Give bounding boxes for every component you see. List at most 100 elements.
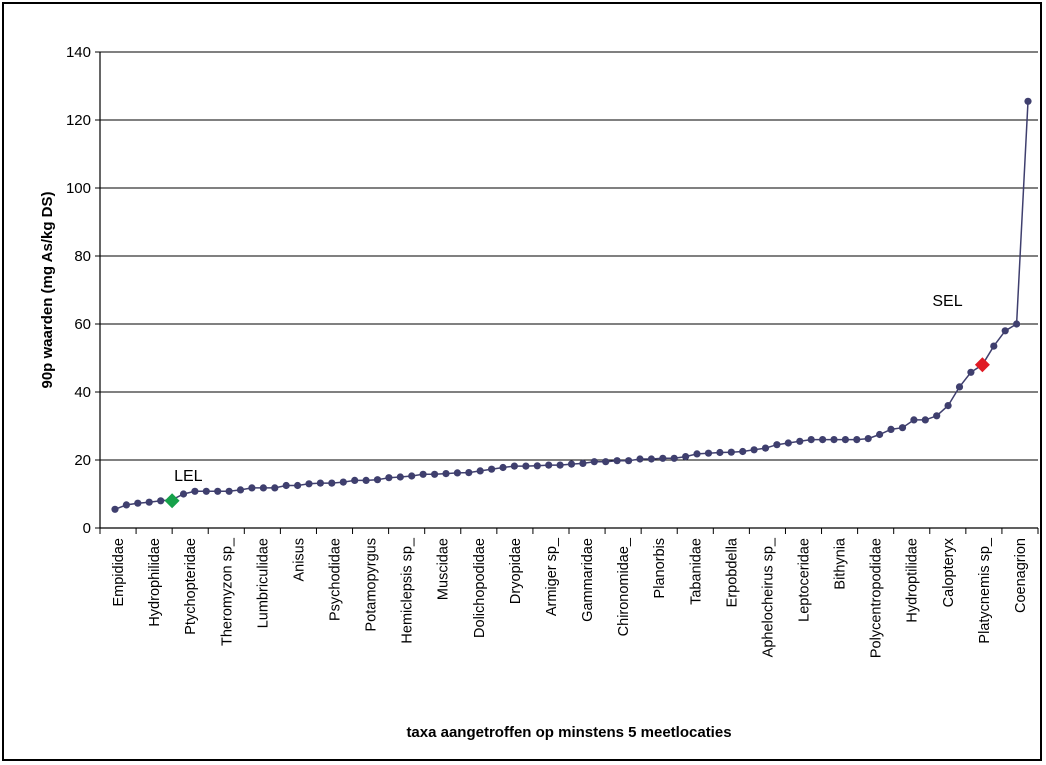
y-tick-label: 40 bbox=[74, 384, 91, 401]
data-point bbox=[784, 439, 792, 447]
data-point bbox=[1013, 320, 1021, 328]
data-point bbox=[488, 465, 496, 473]
data-points bbox=[111, 97, 1032, 513]
data-point bbox=[990, 342, 998, 350]
data-point bbox=[841, 436, 850, 444]
threshold-marker bbox=[164, 493, 180, 509]
data-point bbox=[282, 481, 290, 490]
data-point bbox=[408, 472, 416, 480]
x-tick-label: Aphelocheirus sp_ bbox=[760, 537, 776, 657]
data-point bbox=[921, 416, 929, 424]
x-tick-label: Coenagrion bbox=[1013, 538, 1029, 613]
data-point bbox=[682, 453, 690, 461]
data-point bbox=[625, 457, 633, 465]
data-point bbox=[465, 469, 473, 477]
data-point bbox=[362, 476, 370, 484]
data-point bbox=[316, 479, 324, 487]
x-tick-label: Lumbriculidae bbox=[255, 538, 271, 628]
data-point bbox=[1001, 327, 1009, 335]
data-point bbox=[202, 487, 210, 495]
data-point bbox=[944, 402, 952, 410]
data-point bbox=[453, 469, 461, 477]
x-tick-label: Platycnemis sp_ bbox=[977, 537, 993, 644]
data-point bbox=[602, 458, 610, 466]
data-point bbox=[773, 441, 781, 449]
data-point bbox=[716, 448, 724, 457]
x-tick-label: Tabanidae bbox=[688, 538, 704, 605]
data-point bbox=[613, 457, 621, 465]
x-tick-label: Planorbis bbox=[652, 538, 668, 598]
y-ticks: 0 20 40 60 80 100 120 140 bbox=[66, 44, 100, 537]
data-point bbox=[1024, 97, 1032, 105]
data-point bbox=[305, 480, 313, 488]
x-tick-label: Muscidae bbox=[436, 538, 452, 600]
y-tick-label: 120 bbox=[66, 112, 91, 129]
x-tick-label: Psychodidae bbox=[328, 538, 344, 621]
data-point bbox=[510, 462, 518, 470]
data-point bbox=[259, 484, 267, 492]
x-tick-label: Dryopidae bbox=[508, 538, 524, 604]
data-point bbox=[556, 461, 564, 469]
data-point bbox=[396, 473, 404, 481]
data-point bbox=[739, 447, 747, 456]
x-tick-label: Bithynia bbox=[833, 537, 849, 590]
data-point bbox=[955, 383, 964, 391]
data-point bbox=[191, 487, 199, 495]
gridlines bbox=[100, 51, 1038, 461]
x-tick-label: Theromyzon sp_ bbox=[219, 537, 235, 646]
x-tick-label: Hydrophilidae bbox=[147, 538, 163, 627]
data-point bbox=[670, 454, 678, 462]
data-point bbox=[567, 460, 576, 468]
data-point bbox=[442, 470, 450, 478]
data-point bbox=[807, 436, 815, 444]
y-tick-label: 60 bbox=[74, 316, 91, 333]
y-axis-title: 90p waarden (mg As/kg DS) bbox=[39, 192, 56, 389]
x-tick-label: Polycentropodidae bbox=[869, 538, 885, 658]
data-point bbox=[704, 449, 713, 457]
x-tick-label: Calopteryx bbox=[941, 537, 957, 607]
x-tick-label: Empididae bbox=[111, 538, 127, 607]
data-point bbox=[499, 463, 507, 472]
data-point bbox=[145, 498, 153, 506]
data-point bbox=[579, 459, 587, 467]
data-point bbox=[122, 501, 130, 509]
data-point bbox=[898, 424, 907, 432]
data-point bbox=[134, 499, 142, 507]
y-tick-label: 0 bbox=[83, 520, 91, 537]
data-point bbox=[248, 484, 256, 492]
y-tick-label: 80 bbox=[74, 248, 91, 265]
data-point bbox=[796, 437, 804, 445]
data-point bbox=[910, 416, 918, 424]
data-point bbox=[385, 474, 393, 482]
x-tick-label: Anisus bbox=[291, 538, 307, 582]
data-point bbox=[830, 436, 838, 444]
x-tick-label: Chironomidae_ bbox=[616, 537, 632, 636]
x-tick-label: Armiger sp_ bbox=[544, 537, 560, 616]
data-point bbox=[727, 448, 735, 456]
data-point bbox=[111, 505, 119, 513]
data-point bbox=[761, 444, 770, 452]
data-point bbox=[373, 476, 382, 484]
threshold-markers: LEL SEL bbox=[164, 293, 990, 509]
data-point bbox=[476, 467, 484, 475]
x-axis-title: taxa aangetroffen op minstens 5 meetloca… bbox=[406, 724, 731, 741]
y-tick-label: 20 bbox=[74, 452, 91, 469]
data-point bbox=[693, 450, 701, 458]
x-tick-label: Leptoceridae bbox=[797, 538, 813, 622]
x-tick-label: Gammaridae bbox=[580, 538, 596, 622]
lel-annotation: LEL bbox=[174, 468, 203, 485]
data-point bbox=[214, 487, 222, 495]
threshold-marker bbox=[974, 357, 990, 373]
data-point bbox=[853, 436, 861, 444]
data-point bbox=[636, 455, 644, 463]
data-point bbox=[647, 455, 656, 463]
x-tick-label: Dolichopodidae bbox=[472, 538, 488, 638]
data-point bbox=[351, 476, 359, 484]
x-tick-label: Ptychopteridae bbox=[183, 538, 199, 635]
data-point bbox=[328, 479, 336, 487]
x-tick-label: Potamopyrgus bbox=[364, 538, 380, 632]
series-line bbox=[114, 101, 1029, 510]
data-point bbox=[271, 484, 279, 492]
data-point bbox=[545, 461, 553, 469]
